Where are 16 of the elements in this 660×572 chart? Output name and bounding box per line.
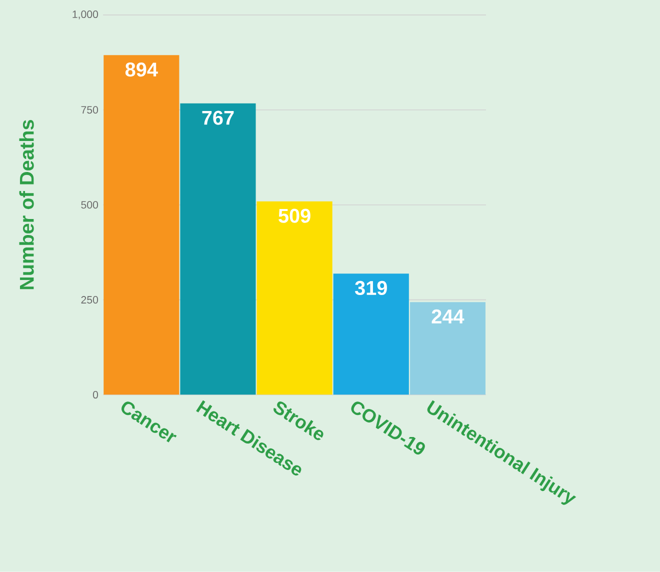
bar (104, 55, 180, 395)
bar (256, 202, 332, 395)
bar (333, 274, 409, 395)
data-label: 767 (202, 110, 234, 125)
bar (180, 104, 256, 395)
data-label: 509 (278, 208, 310, 223)
y-tick-label: 0 (92, 391, 98, 399)
y-tick-label: 750 (81, 106, 98, 114)
y-tick-label: 500 (81, 201, 98, 209)
data-label: 319 (354, 281, 387, 296)
data-label: 894 (125, 62, 158, 77)
y-axis-title: Number of Deaths (19, 120, 34, 290)
y-tick-label: 1,000 (72, 10, 98, 20)
y-tick-label: 250 (81, 296, 98, 304)
data-label: 244 (432, 310, 464, 324)
bar (410, 302, 486, 395)
